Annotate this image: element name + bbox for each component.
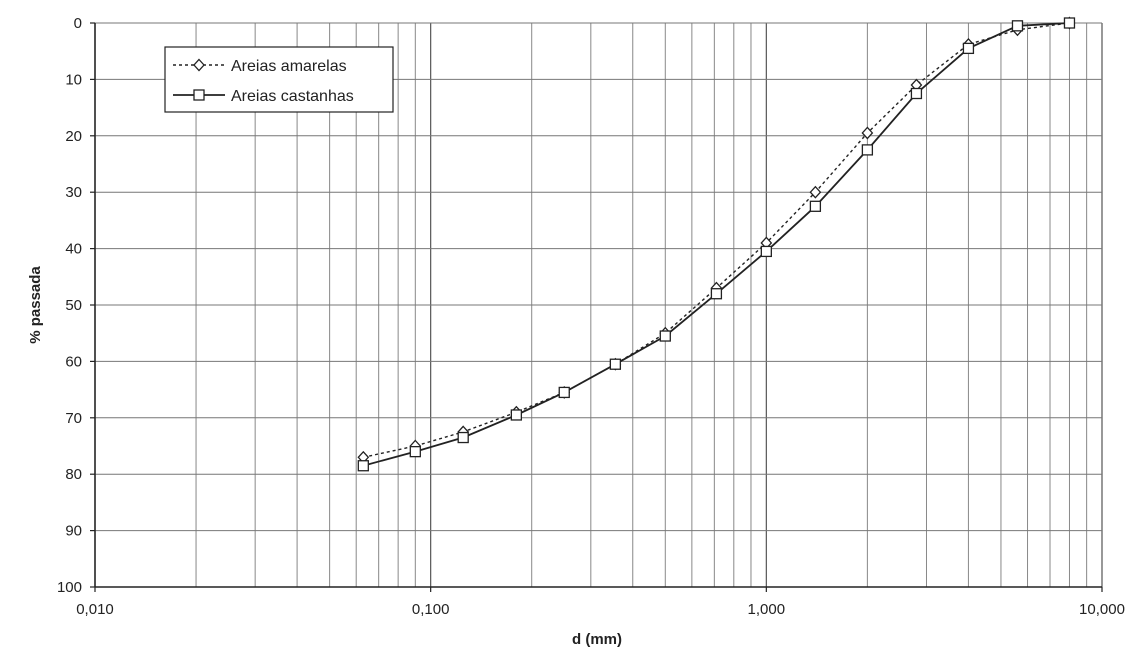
data-point-square: [558, 386, 570, 399]
legend-label: Areias amarelas: [231, 58, 347, 75]
data-point-square: [457, 431, 469, 444]
data-point-square: [710, 288, 723, 300]
data-point-square: [1011, 20, 1024, 32]
y-tick-label: 80: [65, 466, 82, 483]
x-tick-label: 1,000: [748, 601, 786, 618]
y-tick-label: 50: [65, 297, 82, 314]
y-tick-label: 60: [65, 353, 82, 370]
data-point-square: [861, 144, 874, 156]
y-tick-label: 100: [57, 579, 82, 596]
x-axis-label: d (mm): [572, 631, 622, 648]
legend-label: Areias castanhas: [231, 88, 354, 105]
y-tick-label: 0: [74, 15, 82, 32]
x-tick-label: 0,100: [412, 601, 450, 618]
data-point-square: [409, 445, 421, 458]
data-point-square: [659, 330, 671, 342]
legend-box: [164, 46, 394, 113]
series-line-diamonds: [363, 22, 1070, 458]
data-point-square: [910, 87, 923, 100]
y-axis-label: % passada: [27, 266, 44, 344]
data-point-square: [357, 460, 369, 472]
axes: 0 10 20 30 40 50 60 70 80 90 100 0,010 0,100 1,000 10,…: [57, 15, 1125, 618]
data-point-square: [1063, 17, 1076, 29]
y-tick-label: 70: [65, 410, 82, 427]
x-tick-label: 0,010: [76, 601, 114, 618]
series: [357, 16, 1076, 472]
legend: Areias amarelas Areias castanhas: [164, 46, 394, 113]
y-tick-label: 30: [65, 184, 82, 201]
y-tick-label: 10: [65, 71, 82, 88]
data-point-square: [809, 200, 822, 212]
y-tick-label: 40: [65, 241, 82, 258]
series-line-squares: [363, 22, 1070, 467]
data-point-diamond: [809, 185, 822, 199]
data-point-square: [962, 42, 975, 55]
data-point-square: [510, 409, 523, 421]
y-tick-label: 20: [65, 128, 82, 145]
legend-marker: [193, 58, 205, 72]
y-tick-label: 90: [65, 523, 82, 540]
data-point-square: [609, 358, 622, 370]
data-point-square: [760, 245, 772, 258]
x-tick-label: 10,000: [1079, 601, 1125, 618]
legend-marker: [193, 89, 205, 101]
data-point-diamond: [861, 126, 874, 140]
